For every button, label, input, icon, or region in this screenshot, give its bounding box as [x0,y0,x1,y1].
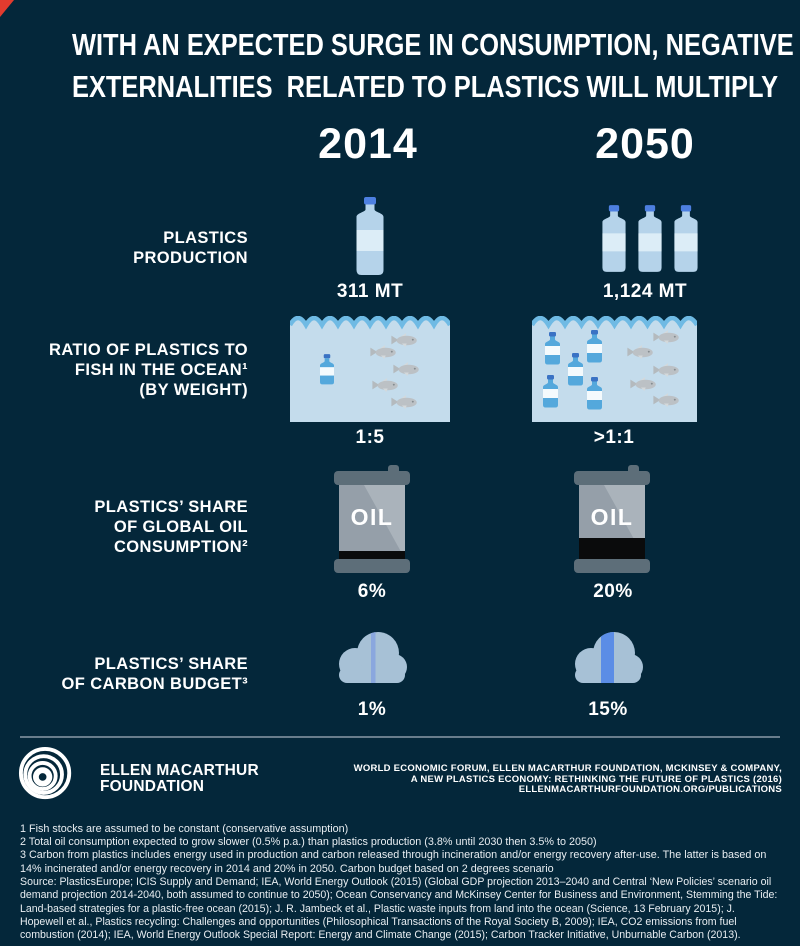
page-title-line1: WITH AN EXPECTED SURGE IN CONSUMPTION, N… [72,27,794,62]
carbon-cloud-icon [339,632,407,683]
source-text: Source: PlasticsEurope; ICIS Supply and … [20,876,778,942]
ocean-tank-2050 [532,316,697,422]
carbon-cloud-icon [575,632,643,683]
oil-label: OIL [591,504,634,530]
row-label-oil-share: PLASTICS’ SHARE OF GLOBAL OIL CONSUMPTIO… [94,498,248,556]
value-carbon-2014: 1% [357,699,387,720]
wave-crest [290,316,450,330]
ocean-water [290,318,450,422]
oil-barrel-icon: OIL [334,465,410,573]
value-production-2050: 1,124 MT [602,281,688,302]
row-label-plastics-production: PLASTICS PRODUCTION [133,229,248,267]
value-oil-2014: 6% [357,581,387,602]
value-ratio-2014: 1:5 [355,427,385,448]
footnotes: 1 Fish stocks are assumed to be constant… [20,823,784,876]
page-title-line2: EXTERNALITIES RELATED TO PLASTICS WILL M… [72,69,779,104]
value-carbon-2050: 15% [588,699,628,720]
value-oil-2050: 20% [593,581,633,602]
oil-share-band [579,538,645,559]
row-label-carbon-share: PLASTICS’ SHARE OF CARBON BUDGET³ [61,655,248,693]
footnote-1: 1 Fish stocks are assumed to be constant… [20,823,349,835]
footnote-2: 2 Total oil consumption expected to grow… [20,836,597,849]
column-header-2014: 2014 [318,120,418,168]
column-header-2050: 2050 [595,120,695,168]
footer-divider [20,736,780,738]
value-ratio-2050: >1:1 [593,427,635,448]
oil-barrel-icon: OIL [574,465,650,573]
red-corner-mark [0,0,14,17]
wave-crest [532,316,697,330]
water-bottle-icon [638,205,662,272]
oil-label: OIL [351,504,394,530]
carbon-share-stripe [601,632,614,683]
water-bottle-icon [674,205,698,272]
ocean-tank-2014 [290,316,450,422]
oil-share-band [339,551,405,559]
report-attribution: WORLD ECONOMIC FORUM, ELLEN MACARTHUR FO… [353,763,782,795]
emf-logo-wordmark: ELLEN MACARTHUR FOUNDATION [100,762,259,795]
footnote-3: 3 Carbon from plastics includes energy u… [20,849,767,875]
row-label-fish-ratio: RATIO OF PLASTICS TO FISH IN THE OCEAN¹ … [49,341,248,399]
carbon-share-stripe [371,632,376,683]
page-title: WITH AN EXPECTED SURGE IN CONSUMPTION, N… [72,24,794,108]
water-bottle-icon [356,197,384,275]
water-bottle-icon [602,205,626,272]
ocean-water [532,318,697,422]
emf-logo-icon [18,746,72,800]
value-production-2014: 311 MT [336,281,404,302]
